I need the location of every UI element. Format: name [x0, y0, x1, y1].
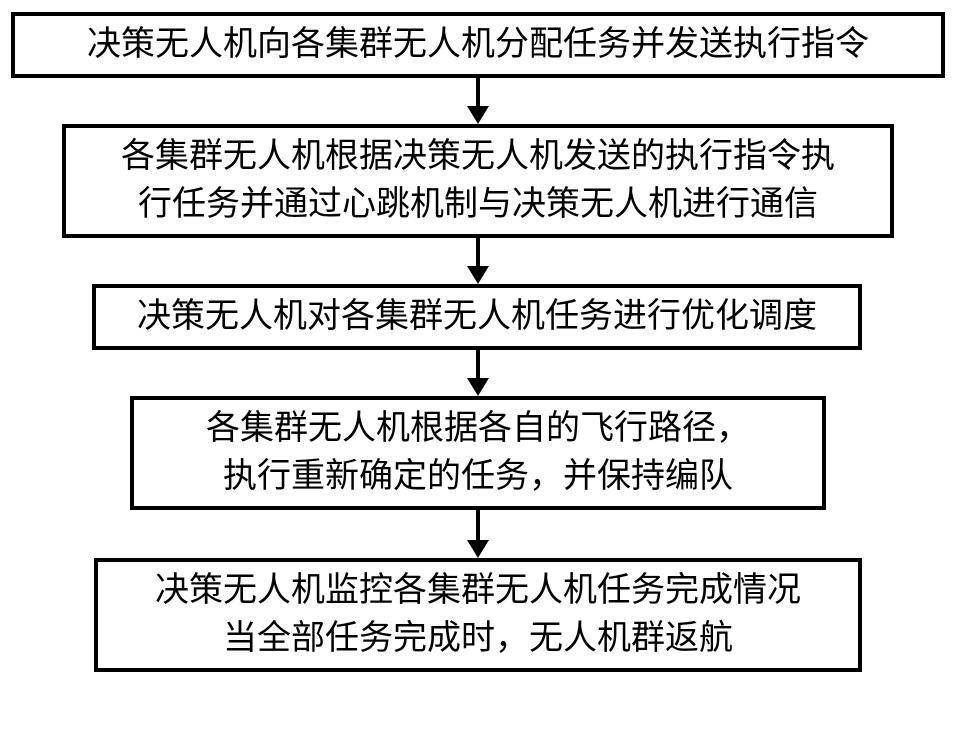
flow-step-text: 决策无人机监控各集群无人机任务完成情况当全部任务完成时，无人机群返航 — [98, 567, 858, 662]
flowchart-container: 决策无人机向各集群无人机分配任务并发送执行指令各集群无人机根据决策无人机发送的执… — [0, 0, 957, 742]
flow-step-step1: 决策无人机向各集群无人机分配任务并发送执行指令 — [11, 12, 945, 78]
flow-step-step5: 决策无人机监控各集群无人机任务完成情况当全部任务完成时，无人机群返航 — [94, 558, 862, 672]
flow-step-step3: 决策无人机对各集群无人机任务进行优化调度 — [92, 284, 862, 350]
flow-arrow-2 — [458, 238, 498, 284]
flow-arrow-1 — [458, 78, 498, 124]
flow-arrow-4 — [458, 510, 498, 558]
flow-step-text: 决策无人机向各集群无人机分配任务并发送执行指令 — [15, 21, 941, 69]
flow-step-text: 各集群无人机根据各自的飞行路径，执行重新确定的任务，并保持编队 — [134, 405, 822, 500]
flow-step-text: 各集群无人机根据决策无人机发送的执行指令执行任务并通过心跳机制与决策无人机进行通… — [66, 133, 890, 228]
flow-arrow-3 — [458, 350, 498, 396]
flow-step-text: 决策无人机对各集群无人机任务进行优化调度 — [96, 293, 858, 341]
flow-step-step2: 各集群无人机根据决策无人机发送的执行指令执行任务并通过心跳机制与决策无人机进行通… — [62, 124, 894, 238]
flow-step-step4: 各集群无人机根据各自的飞行路径，执行重新确定的任务，并保持编队 — [130, 396, 826, 510]
